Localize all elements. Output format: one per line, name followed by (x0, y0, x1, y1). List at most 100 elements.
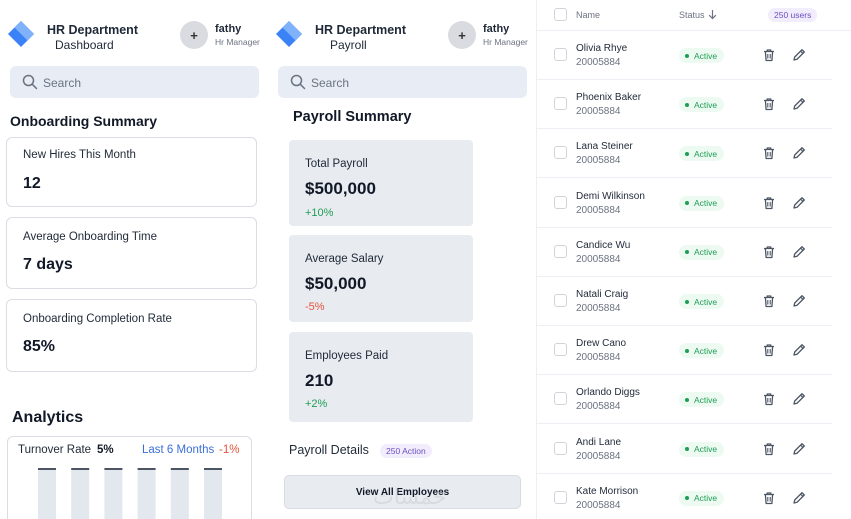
trash-icon[interactable] (761, 342, 777, 358)
table-row[interactable]: Natali Craig 20005884 Active (537, 277, 832, 326)
view-all-employees-button[interactable]: View All Employees (284, 475, 521, 509)
trash-icon[interactable] (761, 96, 777, 112)
row-checkbox[interactable] (554, 146, 567, 160)
watermark: خمسات (373, 485, 447, 510)
column-name[interactable]: Name (576, 10, 601, 20)
user-id-cell: 20005884 (576, 303, 621, 314)
status-text: Active (694, 99, 718, 110)
table-row[interactable]: Phoenix Baker 20005884 Active (537, 80, 832, 130)
status-text: Active (694, 198, 718, 209)
turnover-bar (137, 469, 156, 519)
completion-rate-label: Onboarding Completion Rate (23, 313, 172, 325)
turnover-bar-cap (71, 468, 90, 470)
turnover-bar (71, 469, 90, 519)
user-id-cell: 20005884 (576, 253, 621, 265)
trash-icon[interactable] (761, 391, 777, 407)
table-row[interactable]: Kate Morrison 20005884 Active (537, 474, 832, 519)
avg-onboarding-card: Average Onboarding Time 7 days (6, 217, 257, 289)
total-payroll-label: Total Payroll (305, 158, 368, 170)
turnover-bar (38, 469, 56, 519)
user-name-cell: Phoenix Baker (576, 92, 642, 104)
page-subtitle: Dashboard (55, 38, 114, 52)
row-checkbox[interactable] (554, 195, 567, 209)
row-checkbox[interactable] (554, 441, 567, 455)
status-badge: Active (679, 392, 725, 408)
avatar[interactable]: + (180, 21, 208, 49)
trash-icon[interactable] (761, 490, 777, 506)
search-placeholder: Search (43, 76, 82, 90)
status-dot-icon (685, 496, 689, 501)
avatar[interactable]: + (448, 21, 476, 49)
row-checkbox[interactable] (554, 244, 567, 258)
users-panel: Name Status 250 users Olivia Rhye 2000588… (536, 0, 851, 519)
search-input[interactable]: Search (278, 66, 527, 98)
user-name-cell: Lana Steiner (576, 141, 633, 153)
row-checkbox[interactable] (554, 97, 567, 111)
edit-icon[interactable] (791, 244, 807, 260)
edit-icon[interactable] (791, 293, 807, 309)
status-badge: Active (679, 343, 725, 359)
edit-icon[interactable] (791, 490, 807, 506)
new-hires-card: New Hires This Month 12 (6, 137, 257, 207)
payroll-panel: HR Department Payroll + fathy Hr Manager… (268, 0, 536, 519)
payroll-details-label: Payroll Details (289, 443, 369, 457)
trash-icon[interactable] (761, 293, 777, 309)
status-text: Active (694, 345, 718, 356)
edit-icon[interactable] (791, 47, 807, 63)
row-checkbox[interactable] (554, 343, 567, 357)
completion-rate-card: Onboarding Completion Rate 85% (6, 299, 257, 372)
edit-icon[interactable] (791, 391, 807, 407)
table-row[interactable]: Drew Cano 20005884 Active (537, 326, 832, 376)
arrow-down-icon[interactable] (708, 9, 717, 20)
status-dot-icon (685, 299, 689, 304)
table-row[interactable]: Demi Wilkinson 20005884 Active (537, 179, 832, 228)
table-row[interactable]: Andi Lane 20005884 Active (537, 425, 832, 474)
select-all-checkbox[interactable] (554, 8, 567, 21)
avg-onboarding-value: 7 days (23, 256, 73, 273)
status-text: Active (694, 394, 718, 405)
trash-icon[interactable] (761, 145, 777, 161)
search-input[interactable]: Search (10, 66, 259, 98)
row-checkbox[interactable] (554, 48, 567, 61)
table-row[interactable]: Orlando Diggs 20005884 Active (537, 375, 832, 425)
trash-icon[interactable] (761, 195, 777, 211)
status-badge: Active (679, 244, 725, 260)
table-row[interactable]: Candice Wu 20005884 Active (537, 228, 832, 277)
user-name-cell: Kate Morrison (576, 485, 639, 497)
trash-icon[interactable] (761, 47, 777, 63)
status-badge: Active (679, 490, 725, 506)
user-name-cell: Olivia Rhye (576, 43, 628, 54)
status-text: Active (694, 296, 718, 307)
edit-icon[interactable] (791, 342, 807, 358)
user-id-cell: 20005884 (576, 401, 621, 413)
search-icon (22, 74, 38, 90)
search-icon (290, 74, 306, 90)
avg-onboarding-label: Average Onboarding Time (23, 231, 158, 243)
table-row[interactable]: Lana Steiner 20005884 Active (537, 129, 832, 179)
new-hires-label: New Hires This Month (23, 149, 136, 161)
page-subtitle: Payroll (330, 38, 367, 52)
turnover-bar-cap (104, 468, 123, 470)
row-checkbox[interactable] (554, 392, 567, 406)
dashboard-header: HR Department Dashboard + fathy Hr Manag… (0, 0, 268, 66)
edit-icon[interactable] (791, 195, 807, 211)
row-checkbox[interactable] (554, 294, 567, 307)
turnover-bar-cap (204, 468, 222, 470)
analytics-title: Analytics (12, 409, 84, 426)
trash-icon[interactable] (761, 441, 777, 457)
edit-icon[interactable] (791, 96, 807, 112)
average-salary-label: Average Salary (305, 253, 384, 265)
row-checkbox[interactable] (554, 490, 567, 504)
edit-icon[interactable] (791, 441, 807, 457)
column-status[interactable]: Status (679, 10, 705, 20)
turnover-delta: -1% (219, 444, 240, 456)
status-badge: Active (679, 48, 725, 63)
edit-icon[interactable] (791, 145, 807, 161)
range-selector[interactable]: Last 6 Months (142, 444, 215, 456)
trash-icon[interactable] (761, 244, 777, 260)
turnover-label: Turnover Rate (18, 444, 92, 456)
employees-paid-delta: +2% (305, 398, 328, 410)
status-badge: Active (679, 195, 725, 211)
employees-paid-value: 210 (305, 371, 334, 390)
table-row[interactable]: Olivia Rhye 20005884 Active (537, 31, 832, 80)
